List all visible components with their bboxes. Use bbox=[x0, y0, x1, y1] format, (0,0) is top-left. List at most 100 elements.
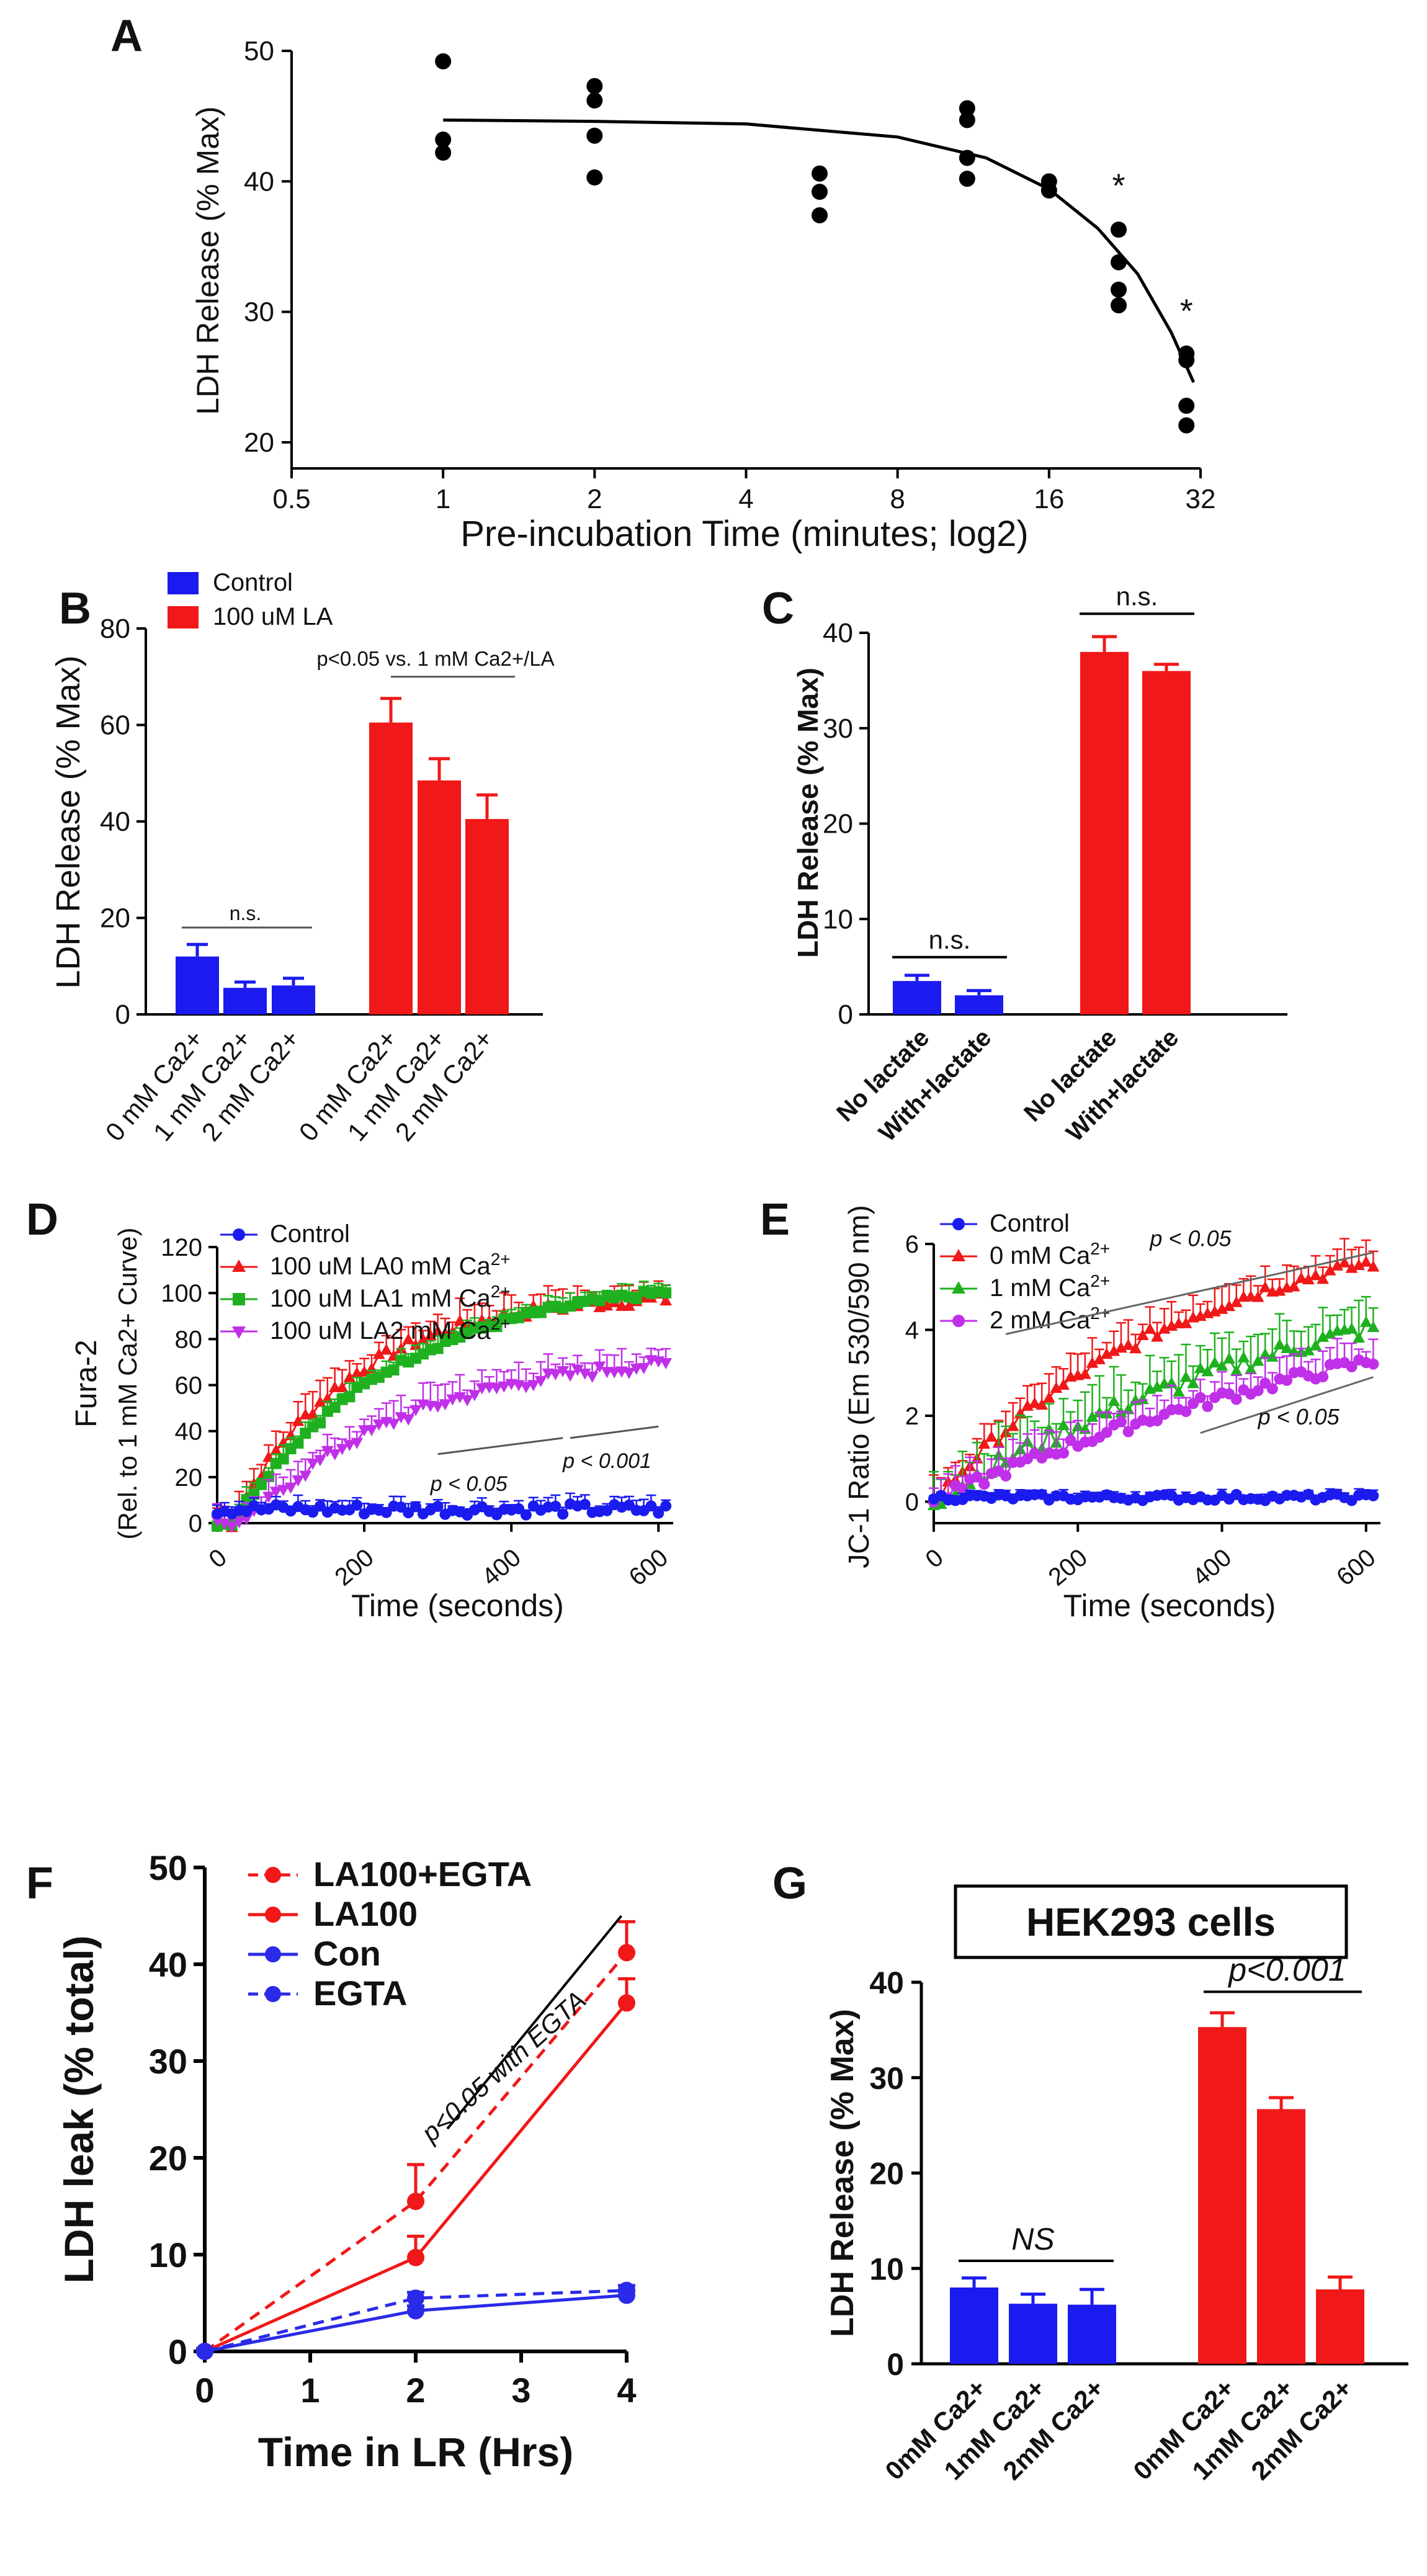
data-point bbox=[1295, 1271, 1308, 1283]
y-tick-label: 30 bbox=[869, 2061, 904, 2096]
bar bbox=[176, 956, 219, 1014]
data-point bbox=[1187, 1377, 1199, 1389]
y-tick-label: 50 bbox=[244, 36, 274, 66]
y-tick-label: 40 bbox=[244, 166, 274, 197]
data-point bbox=[586, 78, 603, 94]
y-tick-label: 30 bbox=[149, 2042, 187, 2081]
data-point bbox=[645, 1500, 657, 1512]
bar bbox=[1080, 651, 1129, 1014]
data-point bbox=[1331, 1259, 1344, 1271]
bar bbox=[465, 819, 509, 1014]
legend-marker bbox=[952, 1249, 965, 1261]
data-point bbox=[985, 1430, 998, 1442]
data-point bbox=[660, 1287, 672, 1299]
y-tick-label: 0 bbox=[115, 1000, 130, 1030]
legend-superscript: 2+ bbox=[1090, 1271, 1110, 1290]
panel-letter-f: F bbox=[26, 1859, 53, 1908]
legend-label: 100 uM LA bbox=[213, 603, 333, 630]
data-point bbox=[454, 1392, 467, 1403]
y-tick-label: 40 bbox=[149, 1945, 187, 1984]
legend-label: 1 mM Ca2+ bbox=[990, 1271, 1110, 1302]
data-point bbox=[1006, 1420, 1019, 1431]
data-point bbox=[407, 2289, 424, 2307]
bar bbox=[1198, 2027, 1246, 2364]
legend-label: Control bbox=[990, 1210, 1070, 1237]
data-point bbox=[284, 1482, 297, 1494]
data-point bbox=[1323, 1264, 1336, 1276]
y-tick-label: 20 bbox=[869, 2157, 904, 2191]
legend-label: Con bbox=[313, 1934, 381, 1973]
legend-swatch bbox=[168, 572, 199, 594]
y-tick-label: 0 bbox=[905, 1488, 919, 1516]
legend-marker bbox=[952, 1315, 965, 1327]
data-point bbox=[402, 1333, 415, 1344]
y-tick-label: 60 bbox=[100, 710, 130, 741]
legend-marker bbox=[265, 1946, 281, 1962]
data-point bbox=[660, 1294, 673, 1306]
data-point bbox=[233, 1517, 246, 1529]
y-axis-label: LDH Release (% Max) bbox=[792, 668, 824, 958]
data-point bbox=[1359, 1255, 1372, 1267]
data-point bbox=[959, 150, 975, 166]
x-axis-label: Time (seconds) bbox=[351, 1588, 564, 1623]
data-point bbox=[409, 1338, 422, 1350]
panel-f: 0 10 20 30 40 50 0 1 2 3 4 Time in LR (Hrs) LDH leak… bbox=[56, 1848, 637, 2475]
data-point bbox=[431, 1402, 444, 1413]
data-point bbox=[637, 1363, 650, 1375]
data-point bbox=[409, 1405, 422, 1416]
legend-marker bbox=[233, 1293, 245, 1305]
x-axis-label: Time in LR (Hrs) bbox=[258, 2429, 574, 2475]
legend-label: 100 uM LA2 mM Ca2+ bbox=[270, 1314, 511, 1345]
data-point bbox=[1136, 1328, 1149, 1340]
data-point bbox=[1115, 1416, 1127, 1428]
sig-label: p < 0.05 bbox=[1149, 1225, 1232, 1251]
data-point bbox=[520, 1382, 532, 1393]
data-point bbox=[1287, 1280, 1300, 1292]
legend-label: Control bbox=[213, 569, 293, 596]
data-point bbox=[435, 53, 452, 69]
data-point bbox=[1172, 1385, 1185, 1397]
y-tick-label: 4 bbox=[905, 1317, 919, 1344]
data-point bbox=[1345, 1261, 1358, 1273]
data-point bbox=[1359, 1315, 1372, 1327]
data-point bbox=[1251, 1290, 1264, 1302]
panel-letter-e: E bbox=[760, 1195, 790, 1245]
significance-star: * bbox=[1112, 168, 1125, 205]
data-point bbox=[1259, 1281, 1272, 1292]
bar bbox=[955, 995, 1003, 1014]
data-point bbox=[618, 1944, 635, 1962]
y-tick-label: 80 bbox=[175, 1326, 203, 1353]
data-point bbox=[435, 132, 452, 148]
legend-marker bbox=[265, 1986, 281, 2002]
y-tick-label: 40 bbox=[823, 618, 853, 648]
data-point bbox=[1353, 1259, 1366, 1271]
y-tick-label: 30 bbox=[244, 297, 274, 328]
data-point bbox=[618, 1994, 635, 2012]
sig-label: p < 0.05 bbox=[1258, 1404, 1340, 1429]
data-point bbox=[586, 127, 603, 144]
y-tick-label: 40 bbox=[869, 1966, 904, 2000]
data-point bbox=[1100, 1348, 1113, 1359]
data-point bbox=[812, 207, 828, 223]
y-tick-label: 30 bbox=[823, 713, 853, 744]
data-point bbox=[269, 1487, 282, 1498]
data-point bbox=[439, 1399, 452, 1411]
data-point bbox=[1317, 1371, 1329, 1383]
data-point bbox=[957, 1483, 968, 1495]
data-point bbox=[1111, 281, 1127, 298]
series-line bbox=[204, 1951, 628, 2353]
data-point bbox=[1107, 1395, 1121, 1407]
bar bbox=[223, 988, 267, 1014]
data-point bbox=[343, 1440, 356, 1452]
x-axis-label: Time (seconds) bbox=[1063, 1588, 1276, 1623]
legend-marker bbox=[952, 1218, 965, 1230]
x-tick-label: 0 bbox=[195, 2371, 214, 2410]
legend-marker bbox=[265, 1907, 281, 1923]
y-tick-label: 20 bbox=[244, 427, 274, 458]
title-box bbox=[954, 1884, 1348, 1959]
data-point bbox=[1093, 1353, 1106, 1364]
data-point bbox=[468, 1390, 481, 1402]
data-point bbox=[277, 1485, 290, 1496]
data-point bbox=[1180, 1406, 1192, 1418]
